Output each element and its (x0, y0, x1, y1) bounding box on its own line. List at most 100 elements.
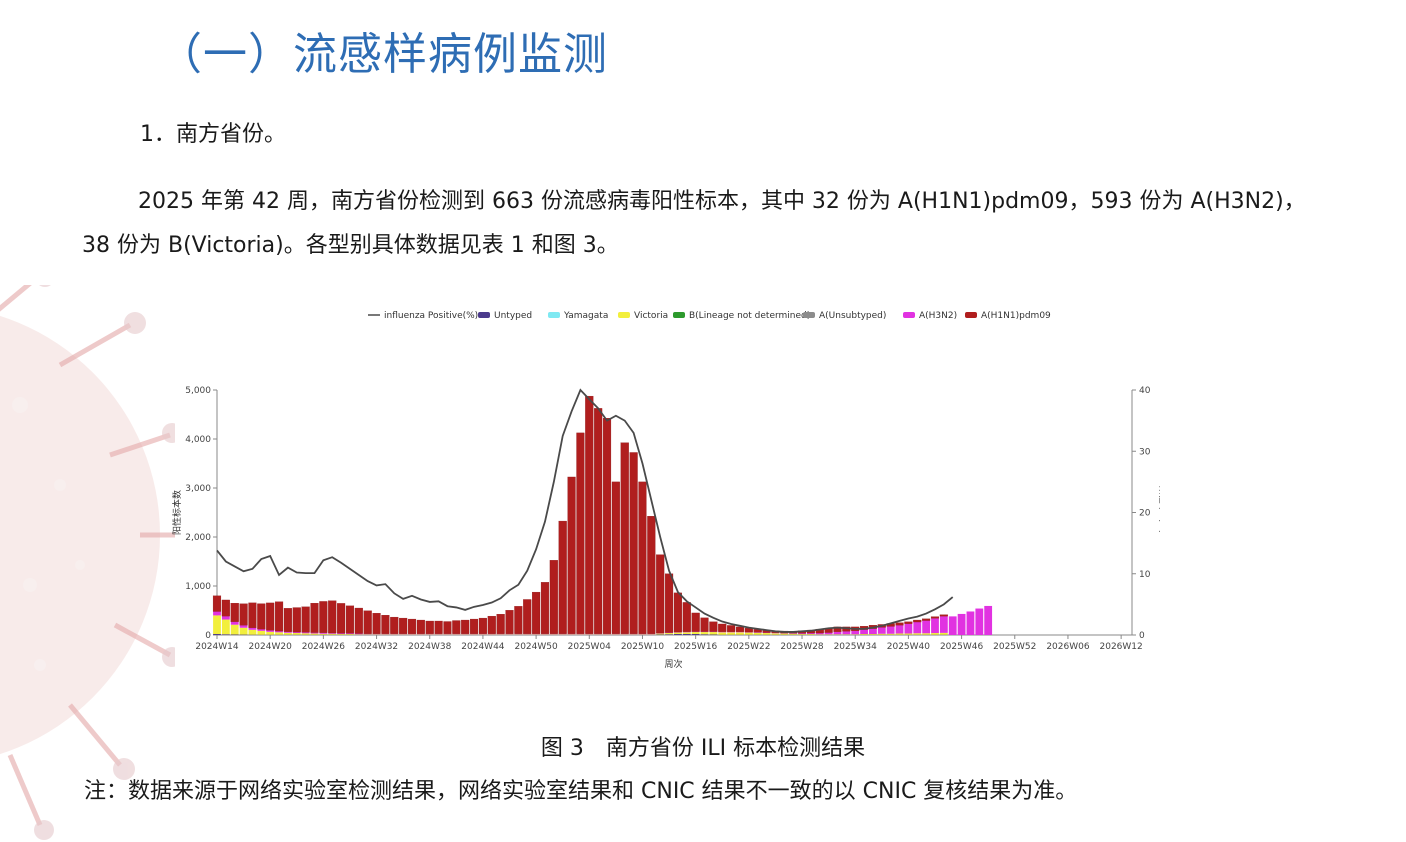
bar-a-h3n2- (948, 616, 957, 635)
bar-victoria (230, 624, 239, 635)
bar-a-h1n1-pdm09 (549, 560, 558, 634)
bar-a-h1n1-pdm09 (345, 605, 355, 634)
bar-a-h3n2- (213, 611, 221, 616)
bar-victoria (931, 633, 939, 635)
bar-untyped (213, 634, 221, 635)
bar-victoria (310, 633, 319, 635)
legend-swatch (548, 312, 560, 318)
bar-a-h3n2- (931, 618, 939, 634)
bar-a-h1n1-pdm09 (709, 621, 718, 632)
bar-a-h1n1-pdm09 (230, 602, 239, 622)
bar-a-h3n2- (346, 633, 354, 635)
bar-victoria (319, 633, 328, 635)
x-tick-label: 2025W22 (727, 642, 770, 652)
bar-a-h3n2- (266, 630, 275, 632)
bar-a-h1n1-pdm09 (221, 599, 230, 617)
x-tick-label: 2024W14 (195, 642, 239, 652)
y-tick-label: 0 (205, 631, 211, 641)
bar-a-h1n1-pdm09 (372, 613, 381, 634)
bar-a-h1n1-pdm09 (682, 602, 691, 632)
bar-a-h1n1-pdm09 (319, 601, 328, 633)
x-tick-label: 2025W46 (940, 642, 984, 652)
bar-victoria (284, 632, 292, 635)
legend-swatch (803, 312, 815, 318)
bar-a-h3n2- (877, 627, 886, 634)
bar-a-h1n1-pdm09 (443, 621, 452, 634)
bar-victoria (665, 633, 673, 635)
bar-untyped (691, 634, 700, 635)
x-tick-label: 2026W12 (1100, 642, 1143, 652)
y-tick-label: 4,000 (185, 435, 211, 445)
bar-a-h3n2- (301, 632, 310, 634)
bar-victoria (727, 632, 736, 635)
legend-label: A(H3N2) (919, 311, 957, 321)
bar-a-h1n1-pdm09 (913, 619, 922, 623)
bar-victoria (700, 632, 709, 635)
bar-a-h1n1-pdm09 (310, 602, 319, 633)
bar-a-h1n1-pdm09 (585, 395, 594, 634)
y2-axis-title: 阳性率（%） (1157, 486, 1160, 540)
bar-a-h3n2- (851, 630, 860, 635)
legend-label: Yamagata (563, 311, 608, 321)
bar-a-h1n1-pdm09 (665, 573, 674, 633)
bar-a-h1n1-pdm09 (576, 432, 585, 634)
x-tick-label: 2025W52 (993, 642, 1036, 652)
bar-victoria (789, 633, 798, 635)
bar-a-h3n2- (975, 608, 984, 635)
bar-a-h3n2- (886, 626, 895, 634)
legend-swatch (673, 312, 685, 318)
y-tick-label: 1,000 (185, 582, 211, 592)
bar-a-h3n2- (939, 616, 948, 633)
bar-a-h1n1-pdm09 (656, 554, 665, 634)
bar-victoria (656, 633, 665, 635)
bar-a-h3n2- (319, 632, 328, 634)
bar-a-h1n1-pdm09 (470, 618, 479, 634)
bar-a-h1n1-pdm09 (540, 582, 550, 634)
bar-a-h1n1-pdm09 (594, 408, 603, 634)
bar-a-h1n1-pdm09 (399, 617, 408, 634)
bar-untyped (665, 634, 673, 635)
y-tick-label: 5,000 (185, 386, 211, 396)
bar-a-h1n1-pdm09 (620, 442, 629, 634)
bar-a-h3n2- (957, 613, 966, 635)
bar-a-h1n1-pdm09 (452, 620, 461, 634)
bar-victoria (860, 634, 868, 635)
section-heading: （一）流感样病例监测 (158, 29, 608, 80)
bar-victoria (798, 634, 806, 635)
bar-victoria (744, 632, 753, 635)
bar-a-h1n1-pdm09 (904, 621, 913, 624)
bar-a-h3n2- (257, 629, 266, 631)
y2-tick-label: 30 (1139, 447, 1151, 457)
bar-a-h1n1-pdm09 (274, 601, 284, 632)
bar-victoria (886, 633, 895, 635)
x-tick-label: 2026W06 (1046, 642, 1090, 652)
bar-victoria (266, 631, 275, 635)
bar-victoria (221, 619, 230, 635)
bar-a-h1n1-pdm09 (930, 616, 940, 619)
bar-a-h1n1-pdm09 (248, 602, 257, 628)
bar-a-h1n1-pdm09 (629, 452, 638, 634)
bar-a-h3n2- (833, 631, 842, 635)
bar-a-h3n2- (310, 632, 319, 634)
bar-victoria (762, 633, 771, 635)
bar-a-h3n2- (984, 605, 993, 635)
legend-swatch (618, 312, 630, 318)
chart-bars (212, 395, 993, 636)
bar-a-h3n2- (798, 633, 806, 635)
bar-victoria (780, 633, 789, 635)
bar-a-h3n2- (230, 621, 239, 625)
legend-label: Victoria (634, 311, 668, 321)
bar-victoria (922, 633, 931, 635)
bar-a-h1n1-pdm09 (691, 612, 700, 632)
bar-a-h3n2- (895, 625, 904, 634)
subsection-heading: 1．南方省份。 (140, 122, 286, 147)
bar-a-h1n1-pdm09 (700, 617, 709, 632)
bar-a-h3n2- (284, 631, 292, 633)
bar-a-h1n1-pdm09 (567, 476, 576, 634)
bar-a-h1n1-pdm09 (487, 615, 496, 634)
legend-swatch (478, 312, 490, 318)
bar-victoria (248, 629, 257, 635)
bar-a-h3n2- (239, 625, 248, 628)
bar-a-h3n2- (292, 632, 301, 634)
positivity-line (216, 388, 954, 633)
